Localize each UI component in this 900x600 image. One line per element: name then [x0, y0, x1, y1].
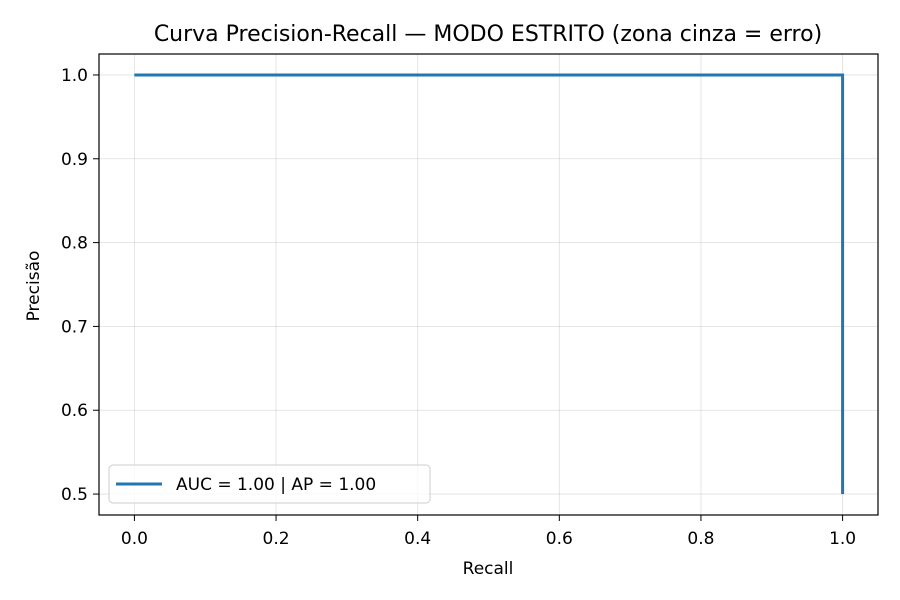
- x-tick-label-1: 0.2: [263, 529, 290, 549]
- x-axis-label: Recall: [463, 559, 514, 579]
- y-tick-label-1: 0.6: [61, 401, 88, 421]
- x-tick-label-0: 0.0: [121, 529, 148, 549]
- x-tick-label-4: 0.8: [687, 529, 714, 549]
- y-tick-label-2: 0.7: [61, 317, 88, 337]
- legend: AUC = 1.00 | AP = 1.00: [109, 465, 430, 503]
- y-tick-label-0: 0.5: [61, 485, 88, 505]
- x-tick-label-3: 0.6: [546, 529, 573, 549]
- y-tick-label-3: 0.8: [61, 234, 88, 254]
- x-tick-label-5: 1.0: [829, 529, 856, 549]
- y-tick-label-4: 0.9: [61, 150, 88, 170]
- y-tick-label-5: 1.0: [61, 66, 88, 86]
- y-axis-label: Precisão: [24, 251, 44, 322]
- legend-entry-label: AUC = 1.00 | AP = 1.00: [176, 475, 376, 495]
- chart-title: Curva Precision-Recall — MODO ESTRITO (z…: [154, 22, 822, 47]
- x-tick-label-2: 0.4: [404, 529, 431, 549]
